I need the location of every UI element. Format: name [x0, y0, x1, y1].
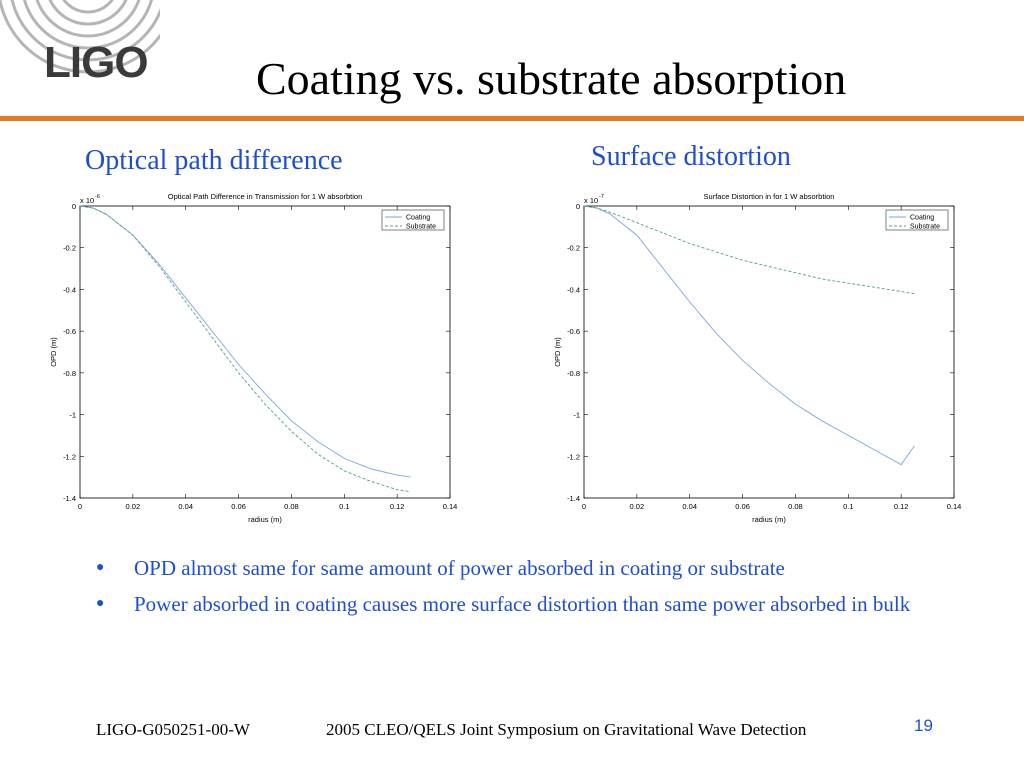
subheading-opd: Optical path difference: [85, 145, 343, 176]
surface-distortion-chart: Surface Distortion in for 1 W absorbtion…: [553, 192, 962, 524]
y-tick-label: -0.4: [63, 285, 76, 294]
legend-label: Coating: [406, 215, 430, 222]
x-tick-label: 0.04: [178, 502, 193, 511]
x-tick-label: 0.08: [284, 502, 299, 511]
ligo-arcs-logo: [0, 0, 160, 74]
bullet-dot-icon: ●: [96, 560, 105, 575]
y-tick-label: -1.4: [63, 494, 76, 503]
bullet-dot-icon: ●: [96, 596, 105, 611]
bullet-item: ● OPD almost same for same amount of pow…: [96, 553, 956, 583]
y-tick-label: -0.8: [567, 369, 580, 378]
bullet-text: Power absorbed in coating causes more su…: [134, 592, 911, 616]
y-exponent: -7: [599, 194, 604, 200]
x-tick-label: 0.12: [894, 502, 909, 511]
y-axis-label: OPD (m): [553, 337, 562, 367]
y-tick-label: -0.4: [567, 285, 580, 294]
x-tick-label: 0.06: [231, 502, 246, 511]
chart-title: Surface Distortion in for 1 W absorbtion: [704, 192, 835, 201]
page-number: 19: [914, 716, 933, 735]
series-line-substrate: [583, 205, 915, 295]
ligo-logo: LIGO: [44, 38, 149, 87]
y-tick-label: -0.2: [63, 244, 76, 253]
y-tick-label: -1: [69, 411, 76, 420]
series-line-coating: [79, 205, 411, 478]
plot-area: [79, 205, 451, 499]
bullet-item: ● Power absorbed in coating causes more …: [96, 589, 956, 619]
plot-area: [583, 205, 955, 499]
legend-label: Coating: [910, 215, 934, 222]
x-tick-label: 0.08: [788, 502, 803, 511]
legend-label: Substrate: [910, 224, 940, 231]
x-tick-label: 0.02: [630, 502, 645, 511]
y-tick-label: -0.2: [567, 244, 580, 253]
series-line-coating: [583, 205, 915, 466]
x-tick-label: 0: [582, 502, 586, 511]
title-divider: [0, 116, 1024, 121]
y-tick-label: -0.6: [63, 327, 76, 336]
y-tick-label: -1: [573, 411, 580, 420]
x-tick-label: 0.12: [390, 502, 405, 511]
y-tick-label: -1.4: [567, 494, 580, 503]
opd-chart: Optical Path Difference in Transmission …: [49, 192, 458, 524]
y-multiplier: x 10: [584, 196, 598, 205]
footer-document-id: LIGO-G050251-00-W: [96, 720, 250, 739]
y-tick-label: -0.8: [63, 369, 76, 378]
y-axis-label: OPD (m): [49, 337, 58, 367]
y-tick-label: -1.2: [567, 452, 580, 461]
y-multiplier: x 10: [80, 196, 94, 205]
subheading-surface: Surface distortion: [591, 141, 791, 172]
legend-box: [885, 209, 949, 231]
legend-label: Substrate: [406, 224, 436, 231]
y-exponent: -6: [95, 194, 100, 200]
x-tick-label: 0.1: [339, 502, 349, 511]
legend-box: [381, 209, 445, 231]
x-tick-label: 0.1: [843, 502, 853, 511]
footer-event-name: 2005 CLEO/QELS Joint Symposium on Gravit…: [326, 720, 807, 739]
y-tick-label: -1.2: [63, 452, 76, 461]
x-tick-label: 0.06: [735, 502, 750, 511]
bullet-list: ● OPD almost same for same amount of pow…: [96, 553, 956, 625]
x-tick-label: 0: [78, 502, 82, 511]
x-tick-label: 0.04: [682, 502, 697, 511]
x-tick-label: 0.14: [947, 502, 962, 511]
y-tick-label: -0.6: [567, 327, 580, 336]
y-tick-label: 0: [576, 202, 580, 211]
x-tick-label: 0.02: [126, 502, 141, 511]
slide-title: Coating vs. substrate absorption: [256, 53, 847, 104]
series-line-substrate: [79, 205, 411, 493]
bullet-text: OPD almost same for same amount of power…: [134, 556, 785, 580]
x-axis-label: radius (m): [248, 515, 282, 524]
y-tick-label: 0: [72, 202, 76, 211]
chart-title: Optical Path Difference in Transmission …: [168, 192, 363, 201]
x-axis-label: radius (m): [752, 515, 786, 524]
x-tick-label: 0.14: [443, 502, 458, 511]
